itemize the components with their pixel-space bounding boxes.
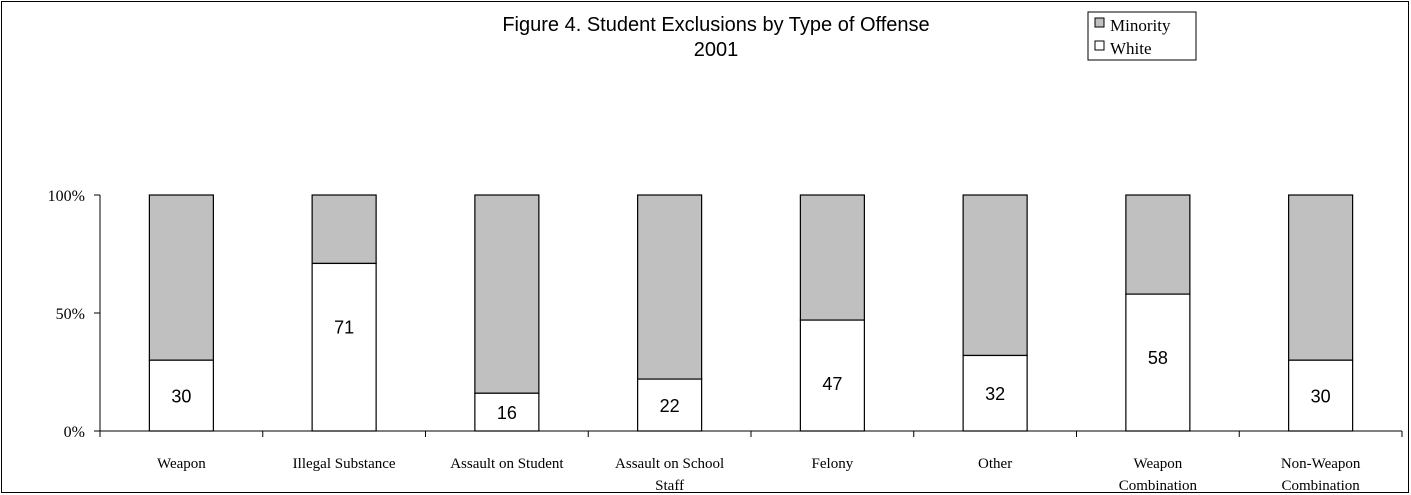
bar-white: [311, 262, 377, 432]
data-label: 22: [660, 396, 680, 416]
data-label: 71: [334, 317, 354, 337]
legend-swatch-minority: [1094, 17, 1105, 28]
legend-box: [1087, 11, 1197, 61]
data-label: 16: [497, 403, 517, 423]
data-label: 30: [1311, 387, 1331, 407]
x-tick-label: Assault on Student: [450, 456, 564, 472]
data-label: 30: [171, 387, 191, 407]
chart-subtitle: 2001: [694, 39, 739, 61]
legend-label-white: White: [1110, 39, 1152, 58]
y-tick-label: 0%: [64, 424, 85, 441]
data-label: 58: [1148, 348, 1168, 368]
chart-title: Figure 4. Student Exclusions by Type of …: [502, 14, 929, 36]
bar-minority: [1288, 194, 1354, 361]
x-tick-label: Illegal Substance: [293, 456, 396, 472]
x-tick-label: Weapon Combination: [1119, 456, 1198, 494]
bar-white: [1125, 293, 1191, 432]
bar-white: [799, 319, 865, 432]
x-tick-label: Assault on School Staff: [615, 456, 724, 494]
x-tick-label: Other: [978, 456, 1012, 472]
bar-white: [637, 378, 703, 432]
bar-white: [148, 359, 214, 432]
x-tick-label: Weapon: [157, 456, 206, 472]
bar-minority: [962, 194, 1028, 357]
data-label: 47: [822, 374, 842, 394]
bar-minority: [799, 194, 865, 321]
bar-minority: [637, 194, 703, 380]
y-tick-label: 50%: [56, 306, 85, 323]
data-label: 32: [985, 384, 1005, 404]
bar-minority: [1125, 194, 1191, 295]
legend-swatch-white: [1094, 40, 1105, 51]
bar-minority: [311, 194, 377, 265]
bar-white: [474, 392, 540, 432]
x-tick-label: Felony: [812, 456, 854, 472]
legend: Minority White: [1087, 11, 1197, 61]
bar-white: [962, 354, 1028, 432]
bar-minority: [148, 194, 214, 361]
legend-label-minority: Minority: [1110, 16, 1171, 35]
bar-minority: [474, 194, 540, 394]
x-tick-label: Non-Weapon Combination: [1281, 456, 1361, 494]
bar-white: [1288, 359, 1354, 432]
y-tick-label: 100%: [48, 188, 85, 205]
